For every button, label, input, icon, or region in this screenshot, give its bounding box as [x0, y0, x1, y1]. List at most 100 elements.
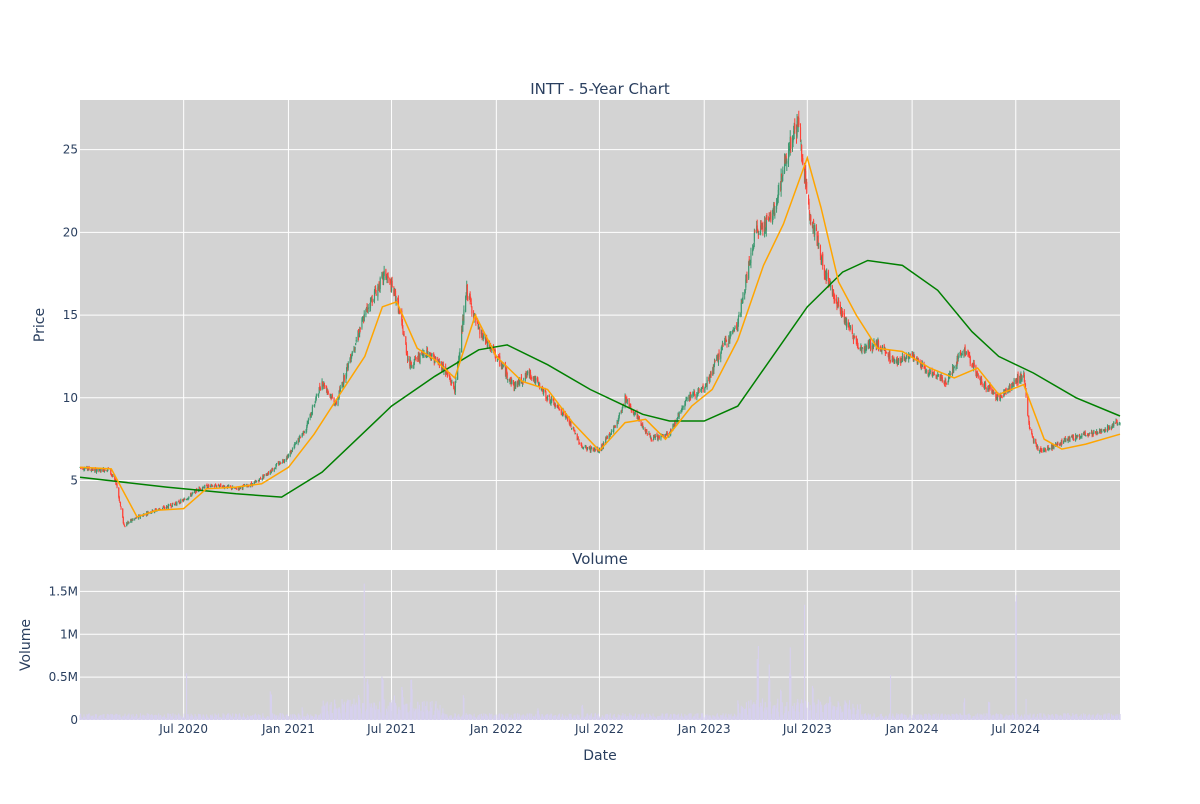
- candle-down[interactable]: [1041, 448, 1042, 453]
- volume-bar[interactable]: [822, 712, 823, 720]
- candle-down[interactable]: [549, 394, 550, 397]
- candle-down[interactable]: [982, 382, 983, 387]
- candle-up[interactable]: [655, 434, 656, 440]
- candle-down[interactable]: [392, 277, 393, 288]
- volume-bar[interactable]: [101, 715, 102, 720]
- candle-down[interactable]: [890, 360, 891, 363]
- volume-bar[interactable]: [156, 715, 157, 720]
- volume-bar[interactable]: [846, 704, 847, 720]
- candle-up[interactable]: [575, 433, 576, 434]
- candle-up[interactable]: [515, 381, 516, 389]
- volume-bar[interactable]: [85, 717, 86, 720]
- candle-down[interactable]: [727, 343, 728, 347]
- volume-bar[interactable]: [810, 710, 811, 720]
- volume-bar[interactable]: [475, 718, 476, 720]
- volume-bar[interactable]: [244, 717, 245, 720]
- volume-bar[interactable]: [260, 718, 261, 720]
- candle-up[interactable]: [547, 395, 548, 400]
- candle-down[interactable]: [870, 340, 871, 352]
- volume-bar[interactable]: [719, 718, 720, 720]
- candle-up[interactable]: [782, 167, 783, 182]
- candle-up[interactable]: [551, 396, 552, 403]
- candle-up[interactable]: [587, 447, 588, 450]
- candle-down[interactable]: [974, 360, 975, 368]
- candle-down[interactable]: [360, 327, 361, 332]
- candle-down[interactable]: [471, 298, 472, 307]
- volume-bar[interactable]: [224, 718, 225, 720]
- candle-up[interactable]: [128, 522, 129, 524]
- volume-bar[interactable]: [216, 715, 217, 720]
- candle-down[interactable]: [388, 272, 389, 283]
- volume-bar[interactable]: [563, 718, 564, 720]
- volume-bar[interactable]: [551, 714, 552, 720]
- candle-up[interactable]: [294, 442, 295, 448]
- candle-up[interactable]: [412, 365, 413, 369]
- candle-down[interactable]: [647, 433, 648, 436]
- volume-bar[interactable]: [627, 716, 628, 720]
- candle-up[interactable]: [691, 394, 692, 398]
- volume-bar[interactable]: [451, 718, 452, 720]
- volume-bar[interactable]: [499, 713, 500, 720]
- candle-up[interactable]: [318, 393, 319, 398]
- volume-bar[interactable]: [647, 717, 648, 720]
- candle-down[interactable]: [416, 357, 417, 361]
- volume-bar[interactable]: [376, 705, 377, 720]
- volume-bar[interactable]: [196, 716, 197, 720]
- volume-bar[interactable]: [603, 718, 604, 720]
- candle-up[interactable]: [264, 474, 265, 475]
- candle-down[interactable]: [746, 272, 747, 283]
- volume-bar[interactable]: [252, 715, 253, 720]
- candle-up[interactable]: [730, 331, 731, 336]
- candle-up[interactable]: [902, 353, 903, 363]
- candle-down[interactable]: [272, 468, 273, 471]
- volume-bar[interactable]: [631, 715, 632, 720]
- candle-down[interactable]: [978, 373, 979, 379]
- volume-bar[interactable]: [280, 713, 281, 720]
- candle-up[interactable]: [1120, 422, 1121, 425]
- volume-bar[interactable]: [186, 673, 187, 720]
- candle-up[interactable]: [216, 485, 217, 487]
- volume-bar[interactable]: [431, 701, 432, 720]
- volume-bar[interactable]: [360, 708, 361, 720]
- candle-up[interactable]: [966, 351, 967, 355]
- candle-down[interactable]: [324, 383, 325, 389]
- candle-down[interactable]: [766, 213, 767, 220]
- volume-bar[interactable]: [132, 714, 133, 720]
- candle-down[interactable]: [646, 429, 647, 432]
- candle-down[interactable]: [268, 471, 269, 475]
- candle-down[interactable]: [1030, 427, 1031, 430]
- candle-up[interactable]: [1093, 430, 1094, 434]
- candle-up[interactable]: [738, 312, 739, 317]
- volume-bar[interactable]: [388, 706, 389, 720]
- candle-up[interactable]: [314, 404, 315, 408]
- volume-bar[interactable]: [479, 714, 480, 720]
- volume-bar[interactable]: [595, 713, 596, 720]
- candle-up[interactable]: [288, 454, 289, 458]
- candle-up[interactable]: [511, 379, 512, 385]
- volume-bar[interactable]: [105, 718, 106, 720]
- candle-up[interactable]: [527, 370, 528, 375]
- volume-bar[interactable]: [599, 718, 600, 720]
- candle-up[interactable]: [271, 472, 272, 474]
- volume-bar[interactable]: [443, 713, 444, 720]
- volume-bar[interactable]: [148, 714, 149, 720]
- volume-bar[interactable]: [140, 716, 141, 720]
- volume-bar[interactable]: [683, 717, 684, 720]
- candle-down[interactable]: [1036, 442, 1037, 447]
- volume-bar[interactable]: [168, 714, 169, 720]
- volume-bar[interactable]: [555, 715, 556, 720]
- candle-down[interactable]: [120, 502, 121, 507]
- volume-bar[interactable]: [256, 716, 257, 720]
- volume-bar[interactable]: [742, 708, 743, 720]
- volume-bar[interactable]: [607, 714, 608, 720]
- candle-down[interactable]: [651, 437, 652, 441]
- candle-up[interactable]: [898, 358, 899, 365]
- price-plot-area[interactable]: [80, 100, 1120, 550]
- volume-bar[interactable]: [571, 717, 572, 720]
- candle-up[interactable]: [507, 379, 508, 383]
- volume-bar[interactable]: [276, 715, 277, 720]
- candle-up[interactable]: [166, 505, 167, 509]
- candle-down[interactable]: [117, 483, 118, 488]
- candle-up[interactable]: [818, 243, 819, 249]
- candle-up[interactable]: [826, 268, 827, 281]
